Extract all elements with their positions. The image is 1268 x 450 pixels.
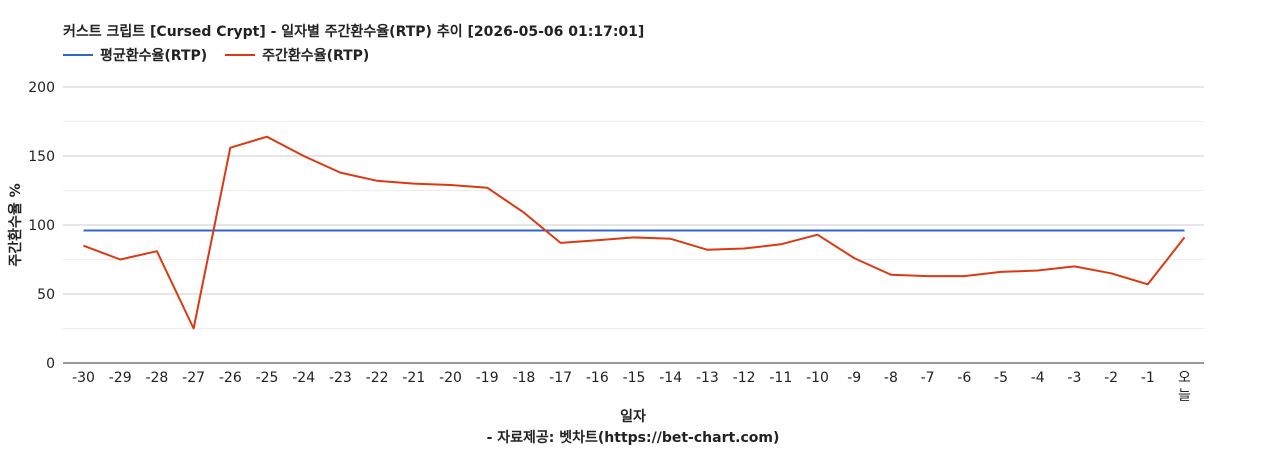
x-tick-label: -19 xyxy=(476,370,499,386)
x-tick-label: -15 xyxy=(623,370,646,386)
x-tick-label: -25 xyxy=(256,370,279,386)
x-axis-ticks: -30 -29 -28 -27 -26 -25 -24 -23 -22 -21 -20 -19 -18-… xyxy=(72,370,1191,404)
y-tick-label: 200 xyxy=(28,80,55,96)
x-tick-label: -20 xyxy=(439,370,462,386)
x-tick-label: -16 xyxy=(586,370,609,386)
x-tick-label: -17 xyxy=(549,370,572,386)
x-tick-label: -2 xyxy=(1104,370,1118,386)
x-tick-label: -18 xyxy=(512,370,535,386)
chart-legend: 평균환수율(RTP) 주간환수율(RTP) xyxy=(63,45,387,65)
x-tick-label: -21 xyxy=(402,370,425,386)
legend-swatch-weekly xyxy=(225,54,256,56)
x-tick-label: -4 xyxy=(1031,370,1045,386)
x-tick-label: -10 xyxy=(806,370,829,386)
x-tick-label: -30 xyxy=(72,370,95,386)
x-tick-label: -7 xyxy=(921,370,935,386)
y-tick-label: 50 xyxy=(37,287,55,303)
series-lines xyxy=(83,135,1186,330)
x-tick-label: -14 xyxy=(659,370,682,386)
series-line-weekly[interactable] xyxy=(83,135,1186,330)
x-tick-label: -13 xyxy=(696,370,719,386)
legend-item-average[interactable]: 평균환수율(RTP) xyxy=(63,45,207,65)
y-tick-label: 0 xyxy=(46,356,55,372)
x-tick-label: -9 xyxy=(847,370,861,386)
legend-label-average: 평균환수율(RTP) xyxy=(100,48,208,64)
y-axis-ticks: 0 50 100 150 200 xyxy=(28,80,55,372)
y-tick-label: 100 xyxy=(28,218,55,234)
x-tick-label: -1 xyxy=(1141,370,1155,386)
y-tick-label: 150 xyxy=(28,149,55,165)
x-tick-label: -27 xyxy=(182,370,205,386)
x-axis-title: 일자 xyxy=(620,409,646,425)
x-tick-label: -8 xyxy=(884,370,898,386)
chart-title: 커스트 크립트 [Cursed Crypt] - 일자별 주간환수율(RTP) … xyxy=(63,24,645,40)
x-tick-label: -3 xyxy=(1067,370,1081,386)
grid-lines xyxy=(63,86,1204,364)
x-tick-label: -11 xyxy=(769,370,792,386)
x-tick-label: -28 xyxy=(145,370,168,386)
credit-text: - 자료제공: 벳차트(https://bet-chart.com) xyxy=(487,429,780,446)
legend-label-weekly: 주간환수율(RTP) xyxy=(262,48,370,64)
y-axis-title: 주간환수율 % xyxy=(7,183,24,266)
x-tick-label: -22 xyxy=(366,370,389,386)
x-tick-label: -29 xyxy=(109,370,132,386)
x-tick-label: -26 xyxy=(219,370,242,386)
x-tick-label: -23 xyxy=(329,370,352,386)
x-tick-label: -12 xyxy=(733,370,756,386)
legend-swatch-average xyxy=(63,54,93,56)
x-tick-label: -24 xyxy=(292,370,315,386)
x-tick-label: -6 xyxy=(957,370,971,386)
x-tick-label: -5 xyxy=(994,370,1008,386)
legend-item-weekly[interactable]: 주간환수율(RTP) xyxy=(225,45,369,65)
